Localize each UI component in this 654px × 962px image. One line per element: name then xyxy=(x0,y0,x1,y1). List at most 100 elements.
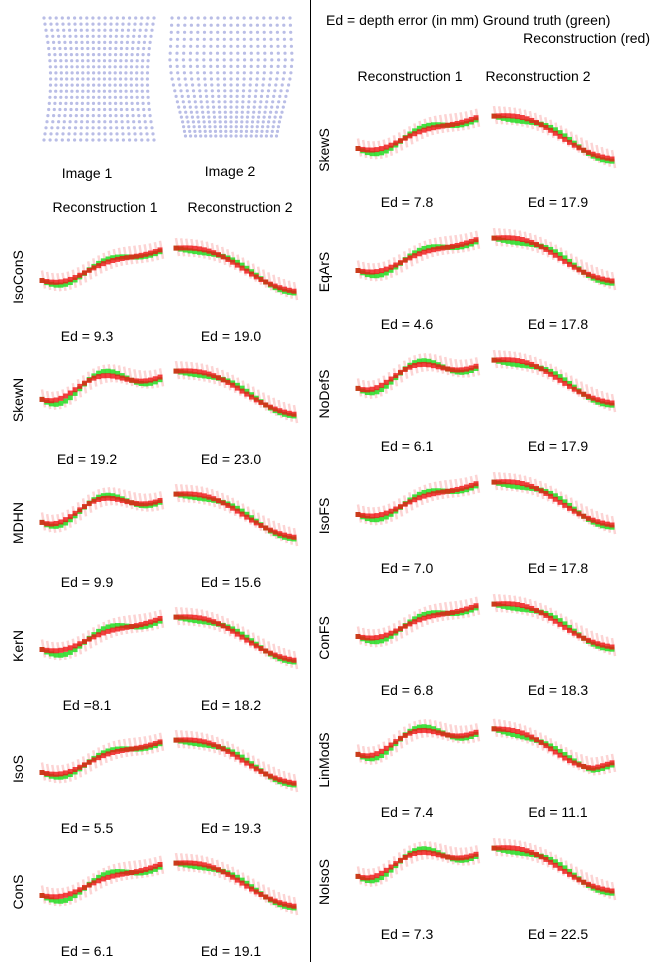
grid-dot xyxy=(196,77,200,81)
reconstruction-point xyxy=(496,845,502,851)
grid-dot xyxy=(189,44,193,48)
grid-dot xyxy=(209,30,213,34)
reconstruction-point xyxy=(225,379,231,385)
grid-dot xyxy=(97,65,101,69)
reconstruction-point xyxy=(421,493,427,499)
grid-dot xyxy=(54,83,58,87)
grid-dot xyxy=(249,77,253,81)
ground-truth-point xyxy=(421,123,427,129)
reconstruction-point xyxy=(291,288,297,294)
grid-dot xyxy=(143,120,147,124)
ground-truth-point xyxy=(412,848,418,854)
grid-dot xyxy=(209,51,213,55)
grid-dot xyxy=(182,105,187,109)
column-divider xyxy=(310,0,311,962)
grid-dot xyxy=(56,28,60,32)
ground-truth-point xyxy=(421,611,427,617)
reconstruction-point xyxy=(581,147,587,153)
ground-truth-point xyxy=(72,390,78,396)
reconstruction-point xyxy=(379,382,385,388)
reconstruction-point xyxy=(543,246,549,252)
reconstruction-point xyxy=(220,869,226,875)
reconstruction-point xyxy=(496,601,502,607)
grid-dot xyxy=(108,53,112,57)
grid-dot xyxy=(57,114,61,118)
grid-dot xyxy=(177,105,181,109)
reconstruction-point xyxy=(96,755,102,761)
ground-truth-point xyxy=(557,862,563,868)
grid-dot xyxy=(209,77,213,81)
depth-error-1: Ed = 9.3 xyxy=(60,328,114,344)
reconstruction-point xyxy=(258,400,264,406)
grid-dot xyxy=(54,16,58,20)
ground-truth-point xyxy=(604,646,610,652)
grid-dot xyxy=(59,83,63,87)
grid-dot xyxy=(270,58,274,62)
ground-truth-point xyxy=(100,369,106,375)
grid-dot xyxy=(264,105,268,109)
grid-dot xyxy=(280,110,284,114)
reconstruction-point xyxy=(567,871,573,877)
grid-dot xyxy=(108,114,112,118)
grid-dot xyxy=(272,120,276,124)
grid-dot xyxy=(212,115,217,119)
reconstruction-point xyxy=(585,271,591,277)
grid-dot xyxy=(57,120,61,124)
grid-dot xyxy=(240,115,244,119)
grid-dot xyxy=(150,28,154,32)
reconstruction-point xyxy=(192,368,198,374)
reconstruction-point xyxy=(206,248,212,254)
ground-truth-point xyxy=(519,850,525,856)
grid-dot xyxy=(206,110,210,114)
grid-dot xyxy=(91,53,96,57)
reconstruction-point xyxy=(187,860,193,866)
reconstruction-point xyxy=(249,640,255,646)
grid-dot xyxy=(211,94,215,98)
reconstruction-point xyxy=(604,887,610,893)
reconstruction-point xyxy=(138,622,144,628)
grid-dot xyxy=(255,30,260,34)
grid-dot xyxy=(92,83,96,87)
reconstruction-point xyxy=(491,726,497,732)
grid-dot xyxy=(255,23,259,27)
grid-dot xyxy=(140,89,144,93)
grid-dot xyxy=(125,40,129,44)
grid-dot xyxy=(282,23,286,27)
reconstruction-point xyxy=(230,259,236,265)
grid-dot xyxy=(85,120,89,124)
reconstruction-point xyxy=(552,749,558,755)
grid-dot xyxy=(250,120,255,124)
reconstruction-2-plot xyxy=(491,718,617,776)
grid-dot xyxy=(196,71,200,75)
reconstruction-point xyxy=(360,146,366,152)
grid-dot xyxy=(235,77,240,81)
grid-dot xyxy=(222,77,227,81)
ground-truth-point xyxy=(548,490,554,496)
grid-dot xyxy=(280,83,284,87)
reconstruction-point xyxy=(77,641,83,647)
grid-dot xyxy=(108,107,112,112)
ground-truth-point xyxy=(369,517,375,523)
reconstruction-point xyxy=(468,604,474,610)
grid-dot xyxy=(125,53,129,57)
ground-truth-point xyxy=(192,741,198,747)
grid-dot xyxy=(249,44,253,48)
reconstruction-point xyxy=(374,513,380,519)
grid-dot xyxy=(190,16,194,20)
grid-dot xyxy=(196,37,200,41)
reconstruction-point xyxy=(548,493,554,499)
grid-dot xyxy=(102,101,107,105)
reconstruction-point xyxy=(440,245,446,251)
reconstruction-point xyxy=(81,762,87,768)
ground-truth-point xyxy=(600,889,606,895)
ground-truth-point xyxy=(201,496,207,502)
grid-dot xyxy=(59,77,63,81)
grid-dot xyxy=(66,138,70,142)
reconstruction-point xyxy=(291,534,297,540)
reconstruction-point xyxy=(291,657,297,663)
reconstruction-point xyxy=(552,496,558,502)
reconstruction-point xyxy=(364,269,370,275)
grid-dot xyxy=(85,138,89,142)
reconstruction-point xyxy=(220,746,226,752)
ground-truth-point xyxy=(600,157,606,163)
